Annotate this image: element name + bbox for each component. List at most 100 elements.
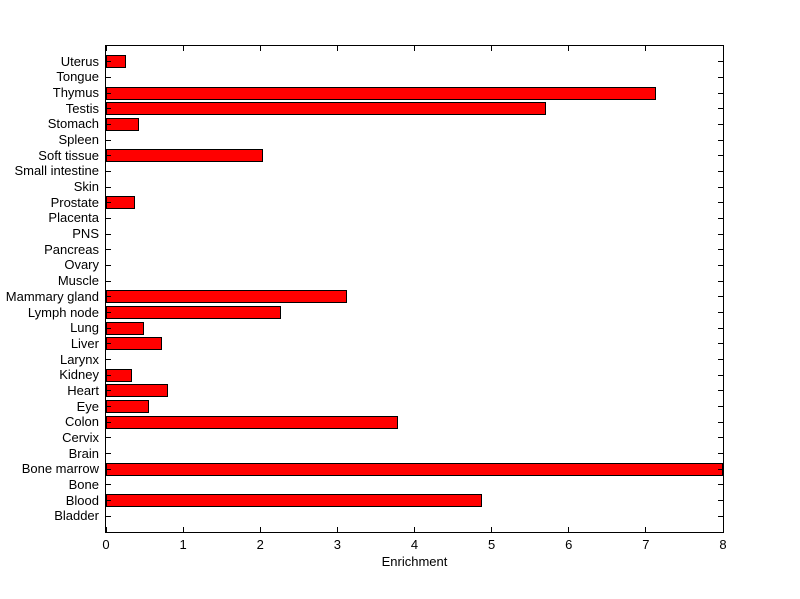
y-tick-left xyxy=(106,76,111,78)
y-tick-left xyxy=(106,264,111,266)
y-tick-right xyxy=(718,359,723,361)
x-tick-bottom xyxy=(182,527,184,532)
x-tick-label-3: 3 xyxy=(333,537,341,552)
bar-bone-marrow xyxy=(106,462,723,476)
y-tick-label-heart: Heart xyxy=(67,382,99,398)
y-tick-left xyxy=(106,296,111,298)
y-tick-label-soft-tissue: Soft tissue xyxy=(38,147,99,163)
x-tick-label-4: 4 xyxy=(410,537,419,552)
y-tick-label-liver: Liver xyxy=(70,335,99,351)
x-tick-bottom xyxy=(491,527,493,532)
x-tick-top xyxy=(491,46,493,51)
x-tick-bottom xyxy=(568,527,570,532)
y-tick-right xyxy=(718,155,723,157)
x-tick-top xyxy=(568,46,570,51)
x-tick-top xyxy=(336,46,338,51)
bar-blood xyxy=(106,494,483,508)
y-tick-right xyxy=(718,280,723,282)
y-tick-label-blood: Blood xyxy=(65,492,99,508)
y-tick-right xyxy=(718,406,723,408)
y-tick-right xyxy=(718,343,723,345)
bar-lymph-node xyxy=(106,306,282,320)
y-tick-label-pancreas: Pancreas xyxy=(44,241,99,257)
x-tick-label-6: 6 xyxy=(565,537,573,552)
y-tick-label-lymph-node: Lymph node xyxy=(27,304,99,320)
y-tick-right xyxy=(718,484,723,486)
x-tick-label-8: 8 xyxy=(719,537,727,552)
y-tick-right xyxy=(718,515,723,517)
y-tick-label-small-intestine: Small intestine xyxy=(14,163,99,179)
y-tick-label-prostate: Prostate xyxy=(50,194,99,210)
y-tick-label-mammary-gland: Mammary gland xyxy=(5,288,99,304)
bar-heart xyxy=(106,384,169,398)
y-tick-right xyxy=(718,233,723,235)
x-tick-top xyxy=(105,46,107,51)
y-tick-left xyxy=(106,249,111,251)
y-tick-left xyxy=(106,453,111,455)
y-tick-label-thymus: Thymus xyxy=(52,85,99,101)
y-tick-right xyxy=(718,186,723,188)
x-tick-bottom xyxy=(414,527,415,532)
bar-thymus xyxy=(106,86,656,100)
y-tick-label-bladder: Bladder xyxy=(54,508,99,524)
y-tick-label-uterus: Uterus xyxy=(60,53,99,69)
y-tick-left xyxy=(106,374,111,376)
y-tick-left xyxy=(106,406,111,408)
y-tick-left xyxy=(106,186,111,188)
y-tick-left xyxy=(106,170,111,172)
bar-testis xyxy=(106,102,547,116)
x-tick-bottom xyxy=(105,527,107,532)
y-tick-left xyxy=(106,421,111,423)
x-tick-top xyxy=(259,46,261,51)
y-tick-label-pns: PNS xyxy=(72,226,99,242)
y-tick-left xyxy=(106,500,111,502)
y-tick-right xyxy=(718,76,723,78)
y-tick-label-tongue: Tongue xyxy=(56,69,99,85)
bar-eye xyxy=(106,400,150,414)
y-tick-left xyxy=(106,327,111,329)
y-tick-label-lung: Lung xyxy=(70,320,99,336)
y-tick-right xyxy=(718,123,723,125)
x-tick-top xyxy=(182,46,184,51)
y-tick-left xyxy=(106,484,111,486)
y-tick-left xyxy=(106,155,111,157)
y-tick-label-larynx: Larynx xyxy=(59,351,99,367)
y-tick-label-skin: Skin xyxy=(73,179,99,195)
y-tick-left xyxy=(106,515,111,517)
y-tick-right xyxy=(718,390,723,392)
y-tick-left xyxy=(106,108,111,110)
y-tick-label-placenta: Placenta xyxy=(48,210,99,226)
x-tick-label-1: 1 xyxy=(179,537,187,552)
y-tick-left xyxy=(106,359,111,361)
y-tick-right xyxy=(718,312,723,314)
y-tick-right xyxy=(718,217,723,219)
y-tick-label-eye: Eye xyxy=(76,398,99,414)
y-tick-label-brain: Brain xyxy=(68,445,99,461)
bar-liver xyxy=(106,337,162,351)
x-tick-label-7: 7 xyxy=(642,537,650,552)
y-tick-right xyxy=(718,437,723,439)
y-tick-label-stomach: Stomach xyxy=(47,116,99,132)
y-tick-label-colon: Colon xyxy=(65,414,99,430)
y-tick-label-muscle: Muscle xyxy=(57,273,99,289)
y-tick-label-kidney: Kidney xyxy=(59,367,99,383)
x-tick-bottom xyxy=(645,527,647,532)
y-tick-right xyxy=(718,453,723,455)
x-tick-label-2: 2 xyxy=(256,537,264,552)
bar-soft-tissue xyxy=(106,149,263,163)
y-tick-right xyxy=(718,139,723,141)
y-tick-right xyxy=(718,92,723,94)
y-tick-label-ovary: Ovary xyxy=(64,257,99,273)
y-tick-right xyxy=(718,170,723,172)
y-tick-right xyxy=(718,468,723,470)
plot-area xyxy=(105,45,724,533)
y-tick-label-cervix: Cervix xyxy=(62,429,99,445)
y-tick-left xyxy=(106,312,111,314)
x-tick-top xyxy=(722,46,724,51)
x-axis-title: Enrichment xyxy=(381,554,448,569)
y-tick-left xyxy=(106,92,111,94)
bar-lung xyxy=(106,321,144,335)
y-tick-right xyxy=(718,500,723,502)
y-tick-right xyxy=(718,61,723,63)
y-tick-right xyxy=(718,264,723,266)
